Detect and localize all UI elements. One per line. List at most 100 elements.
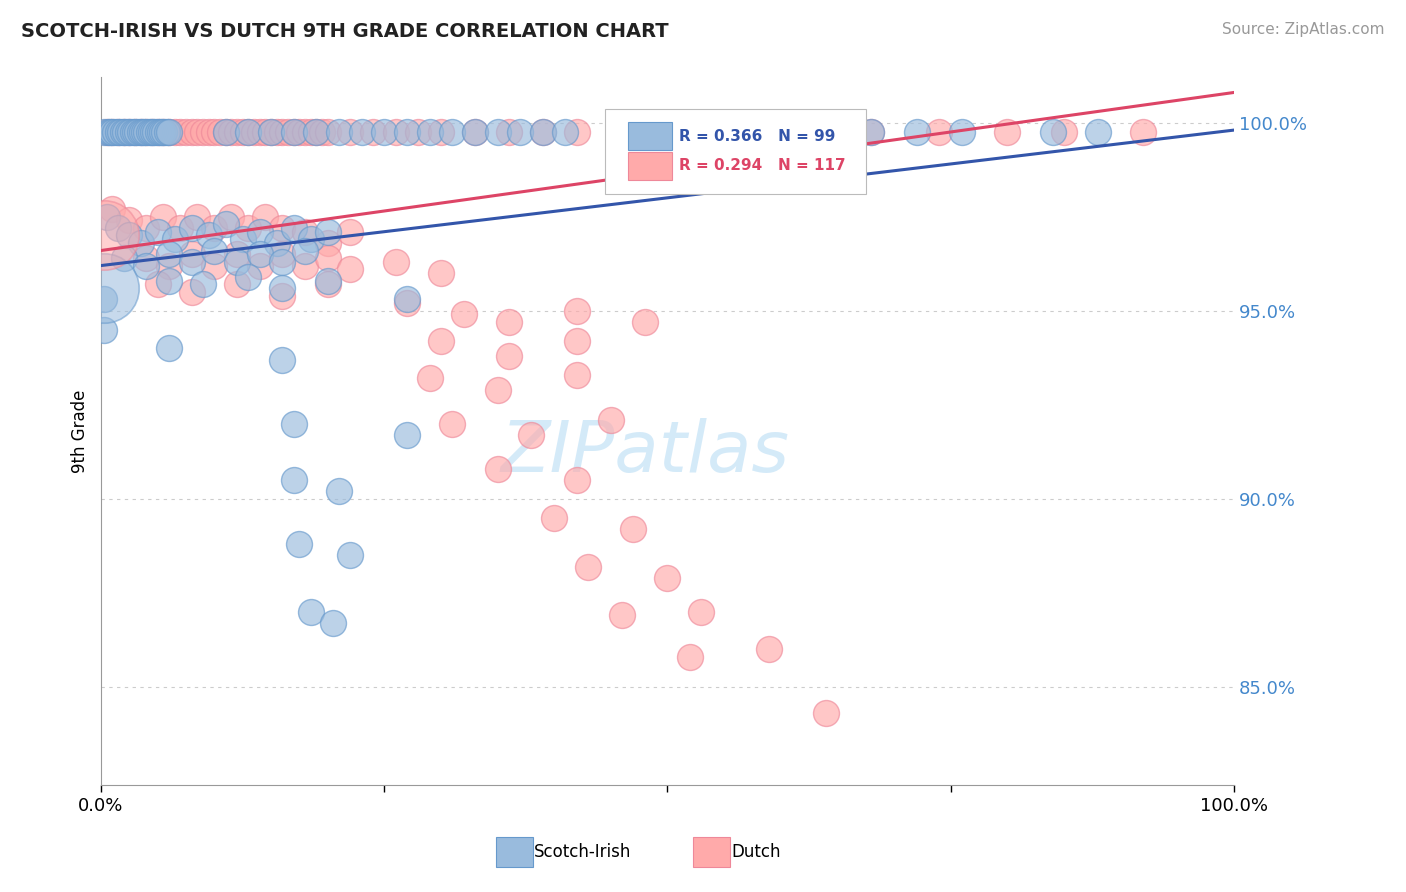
Point (283, 221, 305, 235)
Point (111, 125, 134, 139)
Point (254, 125, 277, 139)
Point (271, 125, 294, 139)
Point (107, 125, 129, 139)
Point (132, 125, 155, 139)
Point (114, 125, 136, 139)
Point (995, 125, 1018, 139)
Point (283, 417, 305, 431)
Point (157, 125, 180, 139)
Point (305, 125, 328, 139)
Point (316, 274, 339, 288)
Point (117, 125, 139, 139)
Point (93, 293, 115, 307)
Point (150, 125, 173, 139)
Point (294, 259, 316, 273)
Point (157, 342, 180, 356)
Point (221, 125, 243, 139)
Point (623, 522, 645, 536)
Point (118, 213, 141, 227)
Point (191, 125, 214, 139)
Point (180, 247, 202, 261)
Point (93, 281, 115, 295)
Point (156, 125, 179, 139)
Point (373, 125, 395, 139)
Point (157, 247, 180, 261)
Point (249, 259, 271, 273)
Point (232, 232, 254, 246)
Point (146, 125, 169, 139)
Point (146, 125, 169, 139)
Point (860, 125, 883, 139)
Point (928, 125, 950, 139)
Point (129, 235, 152, 250)
Point (149, 125, 172, 139)
Point (395, 293, 418, 307)
Point (464, 125, 486, 139)
FancyBboxPatch shape (627, 153, 672, 180)
Point (486, 461, 509, 475)
Point (294, 244, 316, 258)
Point (214, 217, 236, 231)
Point (1042, 125, 1064, 139)
Point (138, 125, 160, 139)
Point (139, 125, 162, 139)
Point (1132, 125, 1154, 139)
Point (141, 125, 163, 139)
Point (441, 125, 464, 139)
Point (254, 210, 277, 224)
Point (129, 125, 152, 139)
Point (214, 125, 236, 139)
Point (118, 228, 141, 243)
Point (339, 548, 361, 562)
Point (202, 259, 225, 273)
Point (316, 277, 339, 292)
Point (350, 125, 373, 139)
Point (169, 125, 191, 139)
Point (124, 125, 146, 139)
Point (93, 228, 115, 243)
Point (180, 125, 202, 139)
Point (339, 125, 361, 139)
Point (186, 125, 208, 139)
Point (299, 125, 322, 139)
Point (226, 125, 249, 139)
Point (283, 473, 305, 487)
Point (430, 266, 453, 280)
Point (153, 125, 176, 139)
Point (294, 225, 316, 239)
Point (180, 254, 202, 268)
Point (249, 225, 271, 239)
Point (430, 334, 453, 348)
Point (668, 125, 690, 139)
Point (96, 125, 118, 139)
Point (905, 125, 928, 139)
Point (299, 232, 322, 246)
Point (690, 605, 713, 619)
Point (118, 125, 141, 139)
Point (657, 571, 679, 585)
Point (127, 125, 149, 139)
Point (543, 510, 565, 524)
Point (238, 125, 260, 139)
Point (395, 428, 418, 442)
Point (110, 125, 132, 139)
Point (101, 125, 124, 139)
Point (441, 417, 464, 431)
Point (531, 125, 554, 139)
Point (202, 221, 225, 235)
Point (395, 296, 418, 310)
Point (361, 125, 384, 139)
Point (486, 383, 509, 397)
Point (202, 244, 225, 258)
Point (93, 125, 115, 139)
Point (226, 247, 249, 261)
Point (169, 221, 191, 235)
Point (565, 334, 588, 348)
Point (294, 125, 316, 139)
Point (498, 315, 520, 329)
Point (498, 349, 520, 363)
Point (814, 706, 837, 721)
Point (419, 371, 441, 385)
Point (328, 125, 350, 139)
Text: Dutch: Dutch (731, 843, 780, 861)
